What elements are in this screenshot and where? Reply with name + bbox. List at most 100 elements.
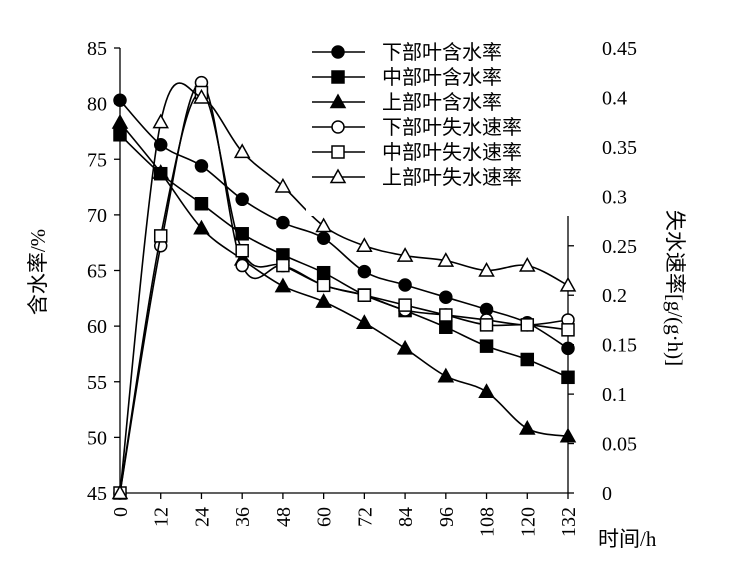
legend-item: 上部叶失水速率 [312,166,522,189]
x-tick-label: 108 [477,507,499,537]
data-point [437,367,455,383]
y-left-tick-label: 50 [87,427,107,449]
y-left-axis-title: 含水率/% [26,229,50,315]
data-point [193,88,210,104]
data-point [439,320,453,334]
legend-item: 下部叶含水率 [312,41,502,64]
x-tick-label: 132 [558,507,580,537]
data-point [357,264,372,279]
y-left-tick-label: 45 [87,483,107,505]
data-point [559,276,577,292]
x-tick-label: 48 [273,507,295,527]
y-right-axis-title: 失水速率[g/(g·h)] [663,210,687,366]
y-right-tick-label: 0.05 [602,434,637,456]
data-point [437,252,455,267]
legend-marker [331,120,345,134]
data-point [316,231,331,245]
data-point [561,341,575,356]
y-left-tick-label: 60 [87,316,107,338]
data-point [439,308,453,322]
y-right-tick-label: 0.1 [602,384,627,406]
data-point [396,339,414,355]
legend-marker [329,93,347,109]
legend-item: 中部叶含水率 [312,66,502,89]
data-point [276,258,290,273]
data-point [479,339,494,353]
data-point [235,192,249,207]
axes: 45 50 55 60 65 70 75 80 85 0 0.05 0.1 0.15 0.2 0.25 0.3… [87,38,637,537]
data-point [113,93,127,108]
legend-label: 下部叶含水率 [382,41,502,64]
y-right-tick-label: 0.3 [602,186,627,208]
data-point [194,197,209,211]
series-layer [111,75,577,500]
data-point [274,277,292,293]
data-point [276,215,290,230]
data-point [398,298,412,312]
legend-label: 中部叶含水率 [382,66,502,89]
legend-marker [331,45,345,59]
data-point [153,229,168,243]
data-point [439,290,453,304]
data-point [356,237,373,253]
data-point [111,114,129,129]
data-point [152,113,170,129]
data-point [316,265,331,280]
legend-label: 上部叶含水率 [382,91,502,114]
y-left-tick-label: 80 [87,94,107,116]
data-point [357,288,372,302]
legend-label: 中部叶失水速率 [382,141,522,164]
data-point [194,159,209,173]
legend-item: 中部叶失水速率 [312,141,522,164]
y-right-tick-label: 0.25 [602,236,637,258]
data-point [520,318,535,332]
legend-marker [331,145,345,159]
data-point [315,217,332,233]
data-point [233,143,251,159]
legend-item: 下部叶失水速率 [312,116,522,139]
data-point [235,258,249,273]
legend-marker [331,70,345,84]
data-point [478,383,495,399]
legend-marker [329,168,347,184]
data-point [478,261,495,277]
data-point [518,257,536,272]
series-6 [111,82,577,500]
x-tick-label: 120 [517,507,539,537]
y-left-tick-label: 75 [87,149,107,171]
data-point [398,278,412,292]
y-right-tick-label: 0 [602,483,612,505]
data-point [356,314,373,330]
x-tick-label: 96 [436,507,458,527]
y-left-tick-label: 70 [87,205,107,227]
x-tick-label: 72 [354,507,376,527]
data-point [518,419,536,435]
legend-item: 上部叶含水率 [312,91,502,114]
legend-label: 上部叶失水速率 [382,166,522,189]
y-left-tick-label: 65 [87,261,107,283]
legend-background [306,36,576,216]
x-axis-title: 时间/h [598,527,657,551]
y-left-tick-label: 55 [87,372,107,394]
data-point [193,219,210,235]
y-right-tick-label: 0.4 [602,87,627,109]
data-point [111,484,129,500]
data-point [315,293,332,308]
y-left-tick-label: 85 [87,38,107,60]
x-tick-label: 24 [191,507,213,527]
y-right-tick-label: 0.45 [602,38,637,60]
x-tick-label: 12 [151,507,173,527]
data-point [316,278,331,293]
x-tick-label: 0 [110,507,132,517]
data-point [235,243,249,258]
data-point [396,247,414,262]
data-point [561,323,575,337]
y-right-tick-label: 0.15 [602,335,637,357]
x-tick-label: 60 [314,507,336,527]
data-point [559,427,577,443]
data-point [561,370,575,385]
x-tick-label: 36 [232,507,254,527]
y-right-tick-label: 0.2 [602,285,627,307]
